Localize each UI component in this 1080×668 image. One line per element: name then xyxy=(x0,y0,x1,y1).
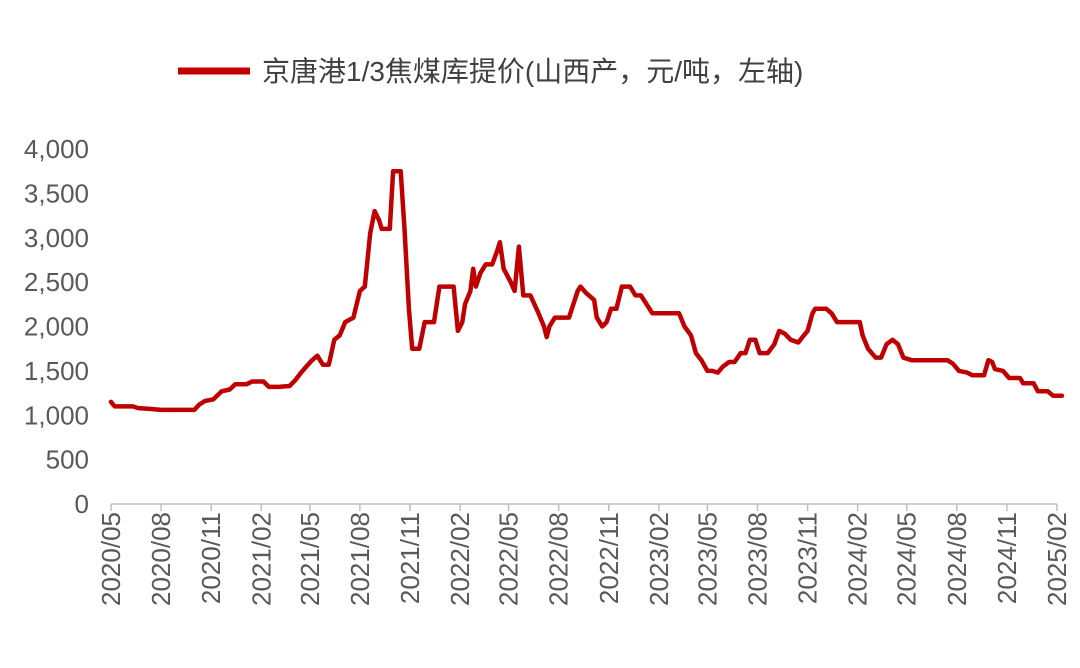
x-tick-label: 2021/11 xyxy=(395,512,425,604)
y-tick-label: 1,500 xyxy=(24,356,89,386)
x-tick-label: 2024/11 xyxy=(992,512,1022,604)
x-tick-label: 2023/11 xyxy=(793,512,823,604)
y-tick-label: 3,000 xyxy=(24,223,89,253)
x-tick-label: 2022/11 xyxy=(594,512,624,604)
series-layer xyxy=(108,168,1065,413)
x-tick-label: 2023/05 xyxy=(692,512,722,606)
x-tick-label: 2020/08 xyxy=(146,512,176,606)
x-axis: 2020/05 2020/08 2020/11 2021/02 2021/05 2021/… xyxy=(96,503,1072,606)
x-tick-label: 2021/08 xyxy=(345,512,375,606)
x-tick-label: 2024/02 xyxy=(843,512,873,606)
x-tick-label: 2021/02 xyxy=(246,512,276,606)
x-tick-label: 2020/05 xyxy=(96,512,126,606)
x-tick-label: 2023/08 xyxy=(742,512,772,606)
y-tick-label: 1,000 xyxy=(24,400,89,430)
x-tick-label: 2023/02 xyxy=(644,512,674,606)
series-line xyxy=(108,168,1065,413)
x-tick-label: 2022/05 xyxy=(494,512,524,606)
y-axis: 0 500 1,000 1,500 2,000 2,500 3,000 3,500 4,000 xyxy=(24,134,89,519)
x-tick-label: 2021/05 xyxy=(295,512,325,606)
x-tick-label: 2025/02 xyxy=(1042,512,1072,606)
x-tick-label: 2022/02 xyxy=(445,512,475,606)
x-tick-label: 2022/08 xyxy=(544,512,574,606)
y-tick-label: 2,500 xyxy=(24,267,89,297)
legend: 京唐港1/3焦煤库提价(山西产，元/吨，左轴) xyxy=(178,56,803,87)
y-tick-label: 4,000 xyxy=(24,134,89,164)
y-tick-label: 500 xyxy=(46,445,89,475)
x-tick-label: 2020/11 xyxy=(196,512,226,604)
y-tick-label: 3,500 xyxy=(24,178,89,208)
legend-label: 京唐港1/3焦煤库提价(山西产，元/吨，左轴) xyxy=(262,56,803,87)
y-tick-label: 2,000 xyxy=(24,312,89,342)
x-tick-label: 2024/08 xyxy=(942,512,972,606)
y-tick-label: 0 xyxy=(75,489,89,519)
x-tick-label: 2024/05 xyxy=(892,512,922,606)
